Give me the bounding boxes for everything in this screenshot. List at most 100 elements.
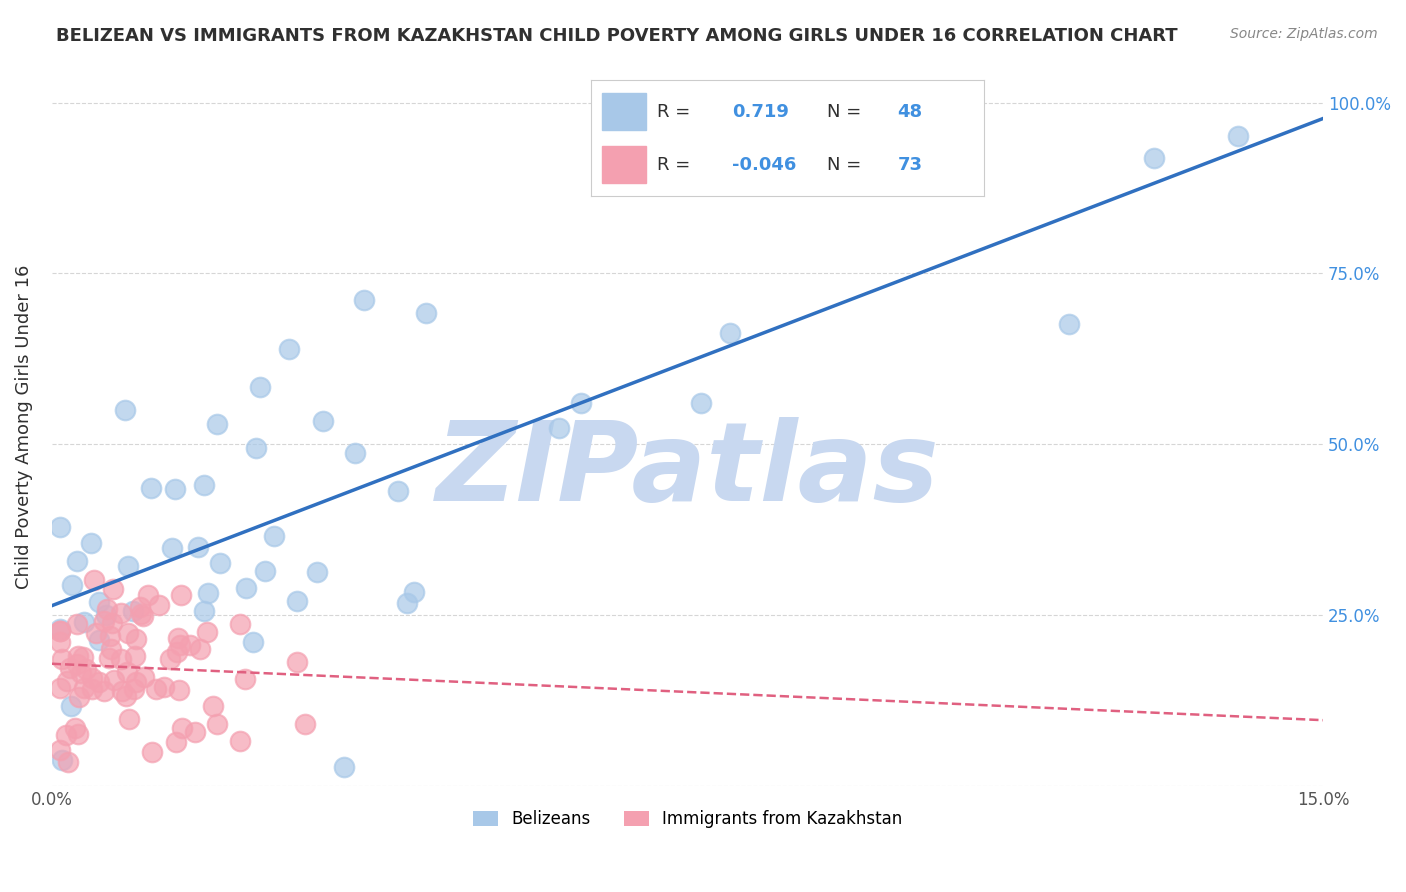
- Point: [96, 602, 118, 616]
- Point: [333, 760, 356, 774]
- Point: [195, 624, 218, 639]
- Point: [153, 680, 176, 694]
- Point: [60, 578, 83, 592]
- Point: [83, 573, 105, 587]
- Point: [49, 520, 72, 534]
- Point: [111, 684, 134, 698]
- Point: [343, 446, 366, 460]
- Point: [205, 716, 228, 731]
- Point: [134, 669, 156, 683]
- Text: 48: 48: [897, 103, 922, 120]
- Point: [207, 417, 229, 432]
- Point: [162, 541, 184, 556]
- Point: [172, 721, 194, 735]
- Point: [249, 380, 271, 394]
- Point: [141, 745, 163, 759]
- Point: [67, 690, 90, 704]
- Text: N =: N =: [827, 103, 866, 120]
- Point: [889, 159, 911, 173]
- Point: [87, 595, 110, 609]
- Point: [208, 556, 231, 570]
- Point: [84, 625, 107, 640]
- Point: [49, 635, 72, 649]
- Point: [114, 689, 136, 703]
- Point: [547, 420, 569, 434]
- Point: [93, 683, 115, 698]
- Point: [122, 682, 145, 697]
- Point: [179, 638, 201, 652]
- Point: [263, 528, 285, 542]
- Point: [169, 638, 191, 652]
- Point: [80, 671, 103, 685]
- Point: [235, 581, 257, 595]
- Point: [131, 609, 153, 624]
- Point: [49, 624, 72, 639]
- Point: [1227, 128, 1250, 143]
- Point: [166, 645, 188, 659]
- Point: [94, 607, 117, 622]
- Text: N =: N =: [827, 156, 866, 174]
- Point: [101, 582, 124, 596]
- Bar: [602, 93, 645, 130]
- Point: [117, 559, 139, 574]
- Point: [184, 725, 207, 739]
- Point: [60, 698, 83, 713]
- Point: [167, 682, 190, 697]
- Point: [73, 615, 96, 629]
- Point: [124, 648, 146, 663]
- Point: [51, 753, 73, 767]
- Point: [125, 675, 148, 690]
- Point: [201, 698, 224, 713]
- Text: 0.719: 0.719: [733, 103, 789, 120]
- Point: [125, 632, 148, 646]
- Point: [110, 651, 132, 665]
- Point: [1142, 151, 1164, 165]
- Point: [73, 681, 96, 695]
- Text: Source: ZipAtlas.com: Source: ZipAtlas.com: [1230, 27, 1378, 41]
- Legend: Belizeans, Immigrants from Kazakhstan: Belizeans, Immigrants from Kazakhstan: [465, 804, 908, 835]
- Point: [117, 626, 139, 640]
- Point: [58, 755, 80, 769]
- Point: [67, 727, 90, 741]
- Point: [307, 565, 329, 579]
- Point: [118, 712, 141, 726]
- Text: R =: R =: [658, 156, 696, 174]
- Point: [70, 666, 93, 681]
- Point: [101, 616, 124, 631]
- Point: [193, 604, 215, 618]
- Point: [415, 305, 437, 319]
- Point: [159, 652, 181, 666]
- Point: [110, 607, 132, 621]
- Point: [49, 681, 72, 696]
- Point: [103, 673, 125, 688]
- Point: [285, 656, 308, 670]
- Point: [165, 482, 187, 496]
- Bar: [602, 146, 645, 184]
- Point: [82, 682, 104, 697]
- Point: [569, 396, 592, 410]
- Point: [49, 743, 72, 757]
- Point: [98, 650, 121, 665]
- Point: [187, 540, 209, 554]
- Point: [294, 716, 316, 731]
- Point: [148, 598, 170, 612]
- Point: [253, 565, 276, 579]
- Point: [395, 596, 418, 610]
- Point: [72, 650, 94, 665]
- Point: [278, 343, 301, 357]
- Point: [66, 657, 89, 672]
- Point: [49, 624, 72, 639]
- Point: [114, 402, 136, 417]
- Point: [387, 483, 409, 498]
- Point: [87, 633, 110, 648]
- Point: [66, 616, 89, 631]
- Text: -0.046: -0.046: [733, 156, 797, 174]
- Point: [87, 674, 110, 689]
- Point: [229, 617, 252, 632]
- Point: [1057, 317, 1080, 331]
- Point: [145, 682, 167, 697]
- Point: [98, 628, 121, 642]
- Point: [129, 607, 152, 621]
- Text: ZIPatlas: ZIPatlas: [436, 417, 939, 524]
- Point: [229, 734, 252, 748]
